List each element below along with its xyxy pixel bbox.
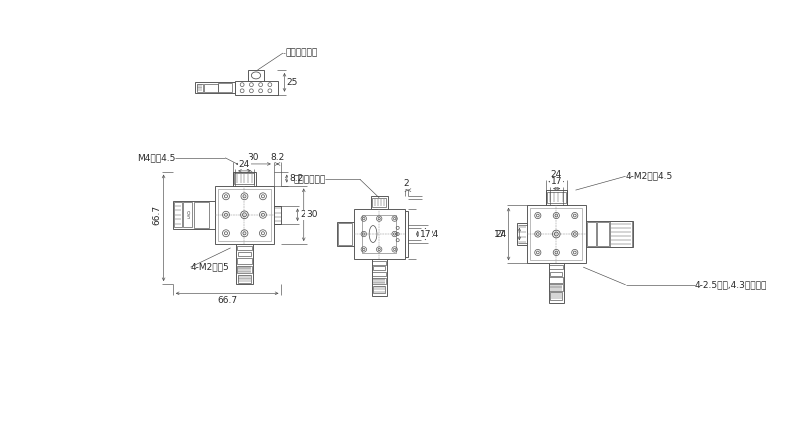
Bar (194, 202, 209, 228)
Bar (550, 284, 563, 291)
Bar (238, 275, 251, 283)
Bar (237, 266, 252, 273)
Text: 4-M2深サ5: 4-M2深サ5 (190, 263, 230, 272)
Text: 30: 30 (306, 210, 318, 219)
Text: 66.7: 66.7 (217, 297, 237, 305)
Bar (238, 252, 251, 256)
Bar (215, 186, 274, 244)
Bar (550, 265, 563, 269)
Text: 25: 25 (287, 78, 298, 87)
Text: 24: 24 (300, 210, 311, 219)
Bar (597, 222, 610, 246)
Bar (527, 205, 586, 263)
Bar (372, 272, 386, 276)
Bar (550, 292, 562, 300)
Bar (517, 223, 527, 245)
Bar (373, 266, 386, 270)
Bar (338, 223, 352, 245)
Text: 5: 5 (186, 215, 190, 220)
Text: 17: 17 (494, 230, 506, 239)
Bar (610, 221, 632, 247)
Bar (174, 203, 182, 227)
Text: 0: 0 (186, 211, 190, 216)
Bar (372, 278, 386, 284)
Text: クランプねじ: クランプねじ (286, 49, 318, 58)
Text: 24: 24 (550, 170, 562, 179)
Text: 4-M2深サ4.5: 4-M2深サ4.5 (626, 172, 673, 181)
Text: M4深サ4.5: M4深サ4.5 (137, 153, 175, 162)
Bar (549, 263, 564, 303)
Text: 4-2.5キリ,4.3深ザグリ: 4-2.5キリ,4.3深ザグリ (695, 280, 767, 289)
Bar (362, 215, 396, 253)
Bar (587, 222, 596, 246)
Bar (550, 272, 562, 276)
Text: 17: 17 (551, 177, 562, 186)
Bar (197, 84, 203, 91)
Text: 8.2: 8.2 (289, 174, 303, 183)
Bar (183, 203, 192, 227)
Text: 24: 24 (495, 230, 506, 239)
Bar (372, 198, 386, 207)
Bar (237, 258, 252, 264)
Bar (248, 70, 264, 81)
Text: 2: 2 (404, 179, 410, 188)
Text: クランプねじ: クランプねじ (293, 175, 326, 184)
Bar (550, 277, 563, 283)
Text: 17: 17 (420, 230, 431, 239)
Bar (337, 222, 354, 246)
Bar (372, 261, 386, 265)
Bar (235, 81, 278, 95)
Text: 8.2: 8.2 (270, 153, 285, 162)
Bar (237, 246, 252, 250)
Bar (274, 206, 282, 224)
Bar (586, 221, 634, 247)
Text: 30: 30 (247, 153, 259, 162)
Bar (233, 172, 256, 186)
Bar (218, 83, 232, 92)
Bar (546, 190, 567, 205)
Text: 24: 24 (239, 159, 250, 169)
Bar (371, 259, 387, 297)
Bar (405, 211, 409, 257)
Bar (530, 208, 582, 260)
Bar (547, 192, 566, 203)
Bar (218, 189, 270, 241)
Text: 66.7: 66.7 (152, 205, 162, 225)
Bar (234, 173, 254, 184)
Bar (173, 201, 215, 228)
Bar (195, 82, 235, 93)
Bar (370, 196, 388, 209)
Bar (373, 286, 386, 293)
Bar (236, 244, 253, 284)
Bar (354, 209, 405, 259)
Text: 24: 24 (428, 230, 439, 239)
Bar (204, 84, 218, 91)
